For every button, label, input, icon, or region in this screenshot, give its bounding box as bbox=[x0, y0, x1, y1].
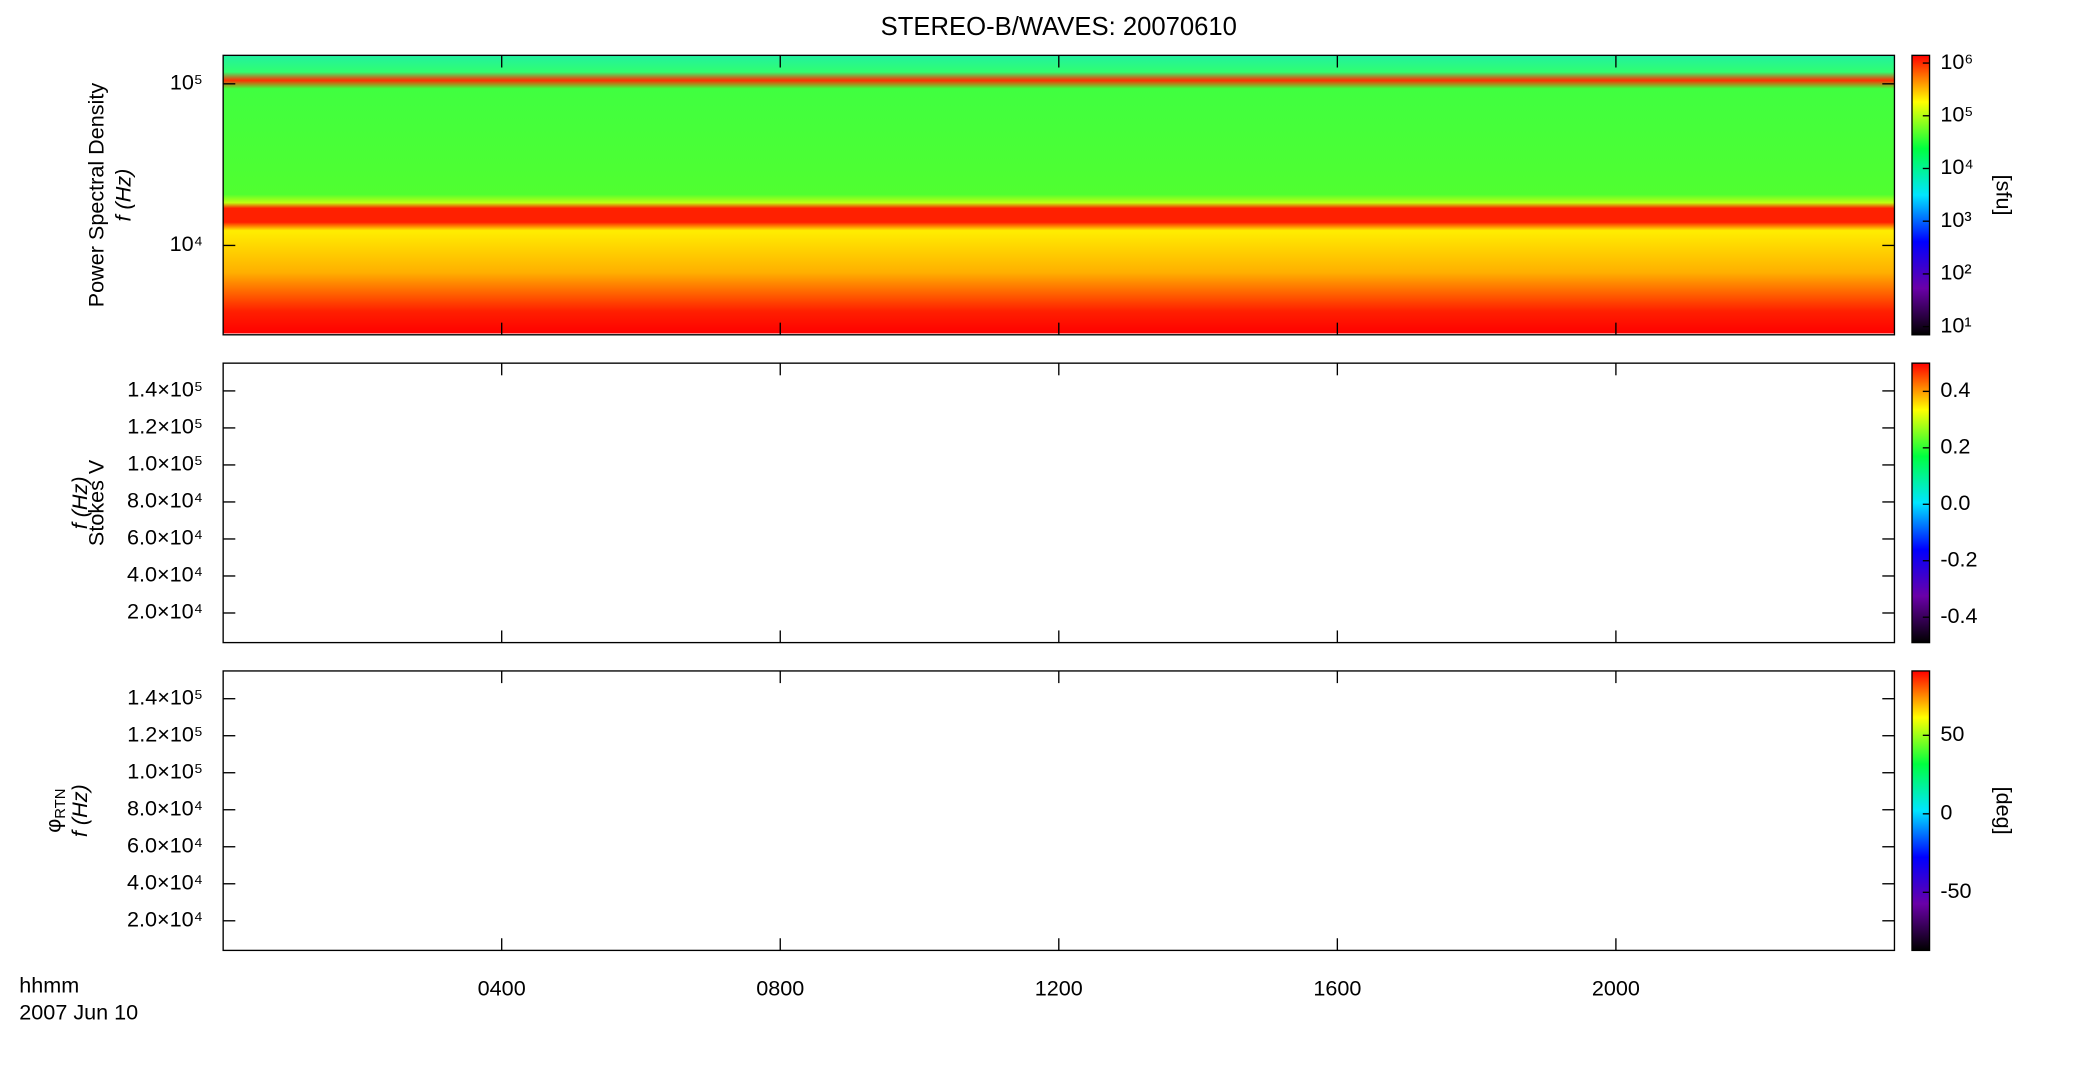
y-tick-label: 1.4×10⁵ bbox=[127, 684, 203, 709]
y-label-text: Stokes V bbox=[83, 459, 108, 546]
y-tick-label: 1.4×10⁵ bbox=[127, 377, 203, 402]
y-tick-label: 10⁵ bbox=[170, 70, 203, 95]
colorbar-tick-label: 0.0 bbox=[1940, 490, 1970, 515]
y-tick-label: 2.0×10⁴ bbox=[127, 906, 203, 931]
y-axis-label: φRTN bbox=[40, 789, 69, 833]
colorbar-tick-label: 50 bbox=[1940, 721, 1964, 746]
y-axis-label: Power Spectral Density bbox=[83, 83, 108, 308]
y-axis-unit: f (Hz) bbox=[67, 784, 92, 837]
date-label: 2007 Jun 10 bbox=[19, 1000, 138, 1025]
y-tick-label: 1.0×10⁵ bbox=[127, 451, 203, 476]
colorbar-tick-label: 0.2 bbox=[1940, 434, 1970, 459]
colorbar bbox=[1911, 670, 1931, 952]
plot-frame bbox=[222, 362, 1896, 644]
y-axis-unit: f (Hz) bbox=[67, 476, 92, 529]
y-axis-unit: f (Hz) bbox=[110, 169, 135, 222]
y-tick-label: 1.2×10⁵ bbox=[127, 414, 203, 439]
x-axis-label: hhmm bbox=[19, 973, 79, 998]
colorbar bbox=[1911, 54, 1931, 336]
y-tick-label: 8.0×10⁴ bbox=[127, 795, 203, 820]
y-label-text: Power Spectral Density bbox=[83, 83, 108, 308]
plot-frame bbox=[222, 670, 1896, 952]
y-label-text: φ bbox=[40, 819, 65, 833]
colorbar-tick-label: 10⁴ bbox=[1940, 154, 1973, 179]
colorbar-tick-label: -50 bbox=[1940, 878, 1971, 903]
y-tick-label: 1.0×10⁵ bbox=[127, 758, 203, 783]
x-tick-label: 1600 bbox=[1313, 975, 1361, 1000]
colorbar-tick-label: 0 bbox=[1940, 800, 1952, 825]
y-tick-label: 1.2×10⁵ bbox=[127, 721, 203, 746]
y-tick-label: 8.0×10⁴ bbox=[127, 488, 203, 513]
spectrogram-image bbox=[223, 55, 1895, 334]
x-tick-label: 2000 bbox=[1592, 975, 1640, 1000]
y-tick-label: 4.0×10⁴ bbox=[127, 562, 203, 587]
colorbar-tick-label: 0.4 bbox=[1940, 377, 1970, 402]
x-tick-label: 1200 bbox=[1035, 975, 1083, 1000]
y-tick-label: 6.0×10⁴ bbox=[127, 832, 203, 857]
x-tick-label: 0400 bbox=[478, 975, 526, 1000]
colorbar-tick-label: 10³ bbox=[1940, 207, 1971, 232]
y-tick-label: 10⁴ bbox=[170, 231, 203, 256]
colorbar-tick-label: -0.4 bbox=[1940, 603, 1977, 628]
colorbar-tick-label: -0.2 bbox=[1940, 546, 1977, 571]
colorbar-tick-label: 10² bbox=[1940, 260, 1971, 285]
y-tick-label: 2.0×10⁴ bbox=[127, 599, 203, 624]
y-tick-label: 4.0×10⁴ bbox=[127, 869, 203, 894]
colorbar-tick-label: 10⁵ bbox=[1940, 101, 1973, 126]
y-axis-label: Stokes V bbox=[83, 459, 108, 546]
colorbar-label: [deg] bbox=[1992, 787, 2017, 835]
colorbar-tick-label: 10⁶ bbox=[1940, 49, 1973, 74]
x-tick-label: 0800 bbox=[756, 975, 804, 1000]
colorbar-label: [sfu] bbox=[1992, 175, 2017, 216]
colorbar bbox=[1911, 362, 1931, 644]
y-tick-label: 6.0×10⁴ bbox=[127, 525, 203, 550]
y-label-sub: RTN bbox=[53, 789, 69, 819]
colorbar-tick-label: 10¹ bbox=[1940, 312, 1971, 337]
chart-title: STEREO-B/WAVES: 20070610 bbox=[881, 13, 1237, 41]
